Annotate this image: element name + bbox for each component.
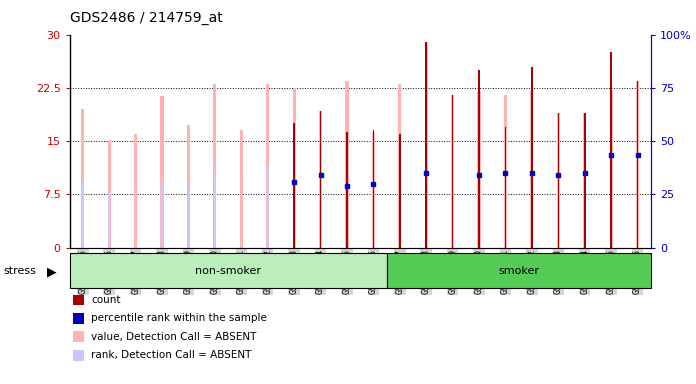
- Bar: [452, 170, 453, 248]
- Bar: [478, 70, 480, 248]
- Text: rank, Detection Call = ABSENT: rank, Detection Call = ABSENT: [91, 350, 251, 360]
- Bar: [372, 131, 374, 248]
- Bar: [108, 140, 111, 248]
- Bar: [477, 91, 481, 248]
- Bar: [530, 91, 533, 248]
- Bar: [241, 180, 242, 248]
- Bar: [636, 81, 639, 248]
- Bar: [161, 96, 164, 248]
- Bar: [161, 179, 163, 248]
- Text: ▶: ▶: [47, 265, 57, 278]
- Bar: [266, 84, 269, 248]
- Bar: [452, 95, 453, 248]
- Bar: [610, 91, 612, 248]
- Bar: [109, 192, 110, 248]
- Bar: [478, 170, 480, 248]
- Bar: [134, 134, 137, 248]
- Text: stress: stress: [3, 266, 36, 276]
- Bar: [293, 123, 295, 248]
- Bar: [505, 127, 506, 248]
- Text: smoker: smoker: [498, 266, 539, 276]
- Text: value, Detection Call = ABSENT: value, Detection Call = ABSENT: [91, 332, 257, 342]
- Bar: [504, 95, 507, 248]
- Bar: [346, 132, 348, 248]
- Bar: [135, 187, 136, 248]
- Bar: [531, 170, 532, 248]
- Bar: [292, 88, 296, 248]
- Bar: [584, 113, 585, 248]
- Bar: [319, 174, 322, 248]
- Bar: [398, 84, 402, 248]
- Bar: [187, 125, 190, 248]
- Bar: [239, 131, 243, 248]
- Bar: [399, 170, 401, 248]
- Bar: [583, 113, 586, 248]
- Bar: [425, 166, 427, 248]
- Text: count: count: [91, 295, 120, 305]
- Bar: [214, 173, 216, 248]
- Bar: [70, 253, 386, 288]
- Bar: [425, 42, 428, 248]
- Bar: [188, 187, 189, 248]
- Bar: [399, 134, 401, 248]
- Bar: [637, 81, 638, 248]
- Bar: [213, 84, 216, 248]
- Text: non-smoker: non-smoker: [195, 266, 261, 276]
- Bar: [425, 42, 427, 248]
- Bar: [372, 132, 375, 248]
- Bar: [319, 111, 322, 248]
- Bar: [386, 253, 651, 288]
- Bar: [610, 152, 612, 248]
- Text: GDS2486 / 214759_at: GDS2486 / 214759_at: [70, 11, 222, 25]
- Bar: [267, 166, 269, 248]
- Bar: [451, 95, 454, 248]
- Bar: [345, 81, 349, 248]
- Bar: [557, 113, 559, 248]
- Bar: [81, 109, 84, 248]
- Text: percentile rank within the sample: percentile rank within the sample: [91, 313, 267, 323]
- Bar: [610, 52, 612, 248]
- Bar: [319, 111, 322, 248]
- Bar: [557, 113, 560, 248]
- Bar: [82, 180, 84, 248]
- Bar: [531, 66, 532, 248]
